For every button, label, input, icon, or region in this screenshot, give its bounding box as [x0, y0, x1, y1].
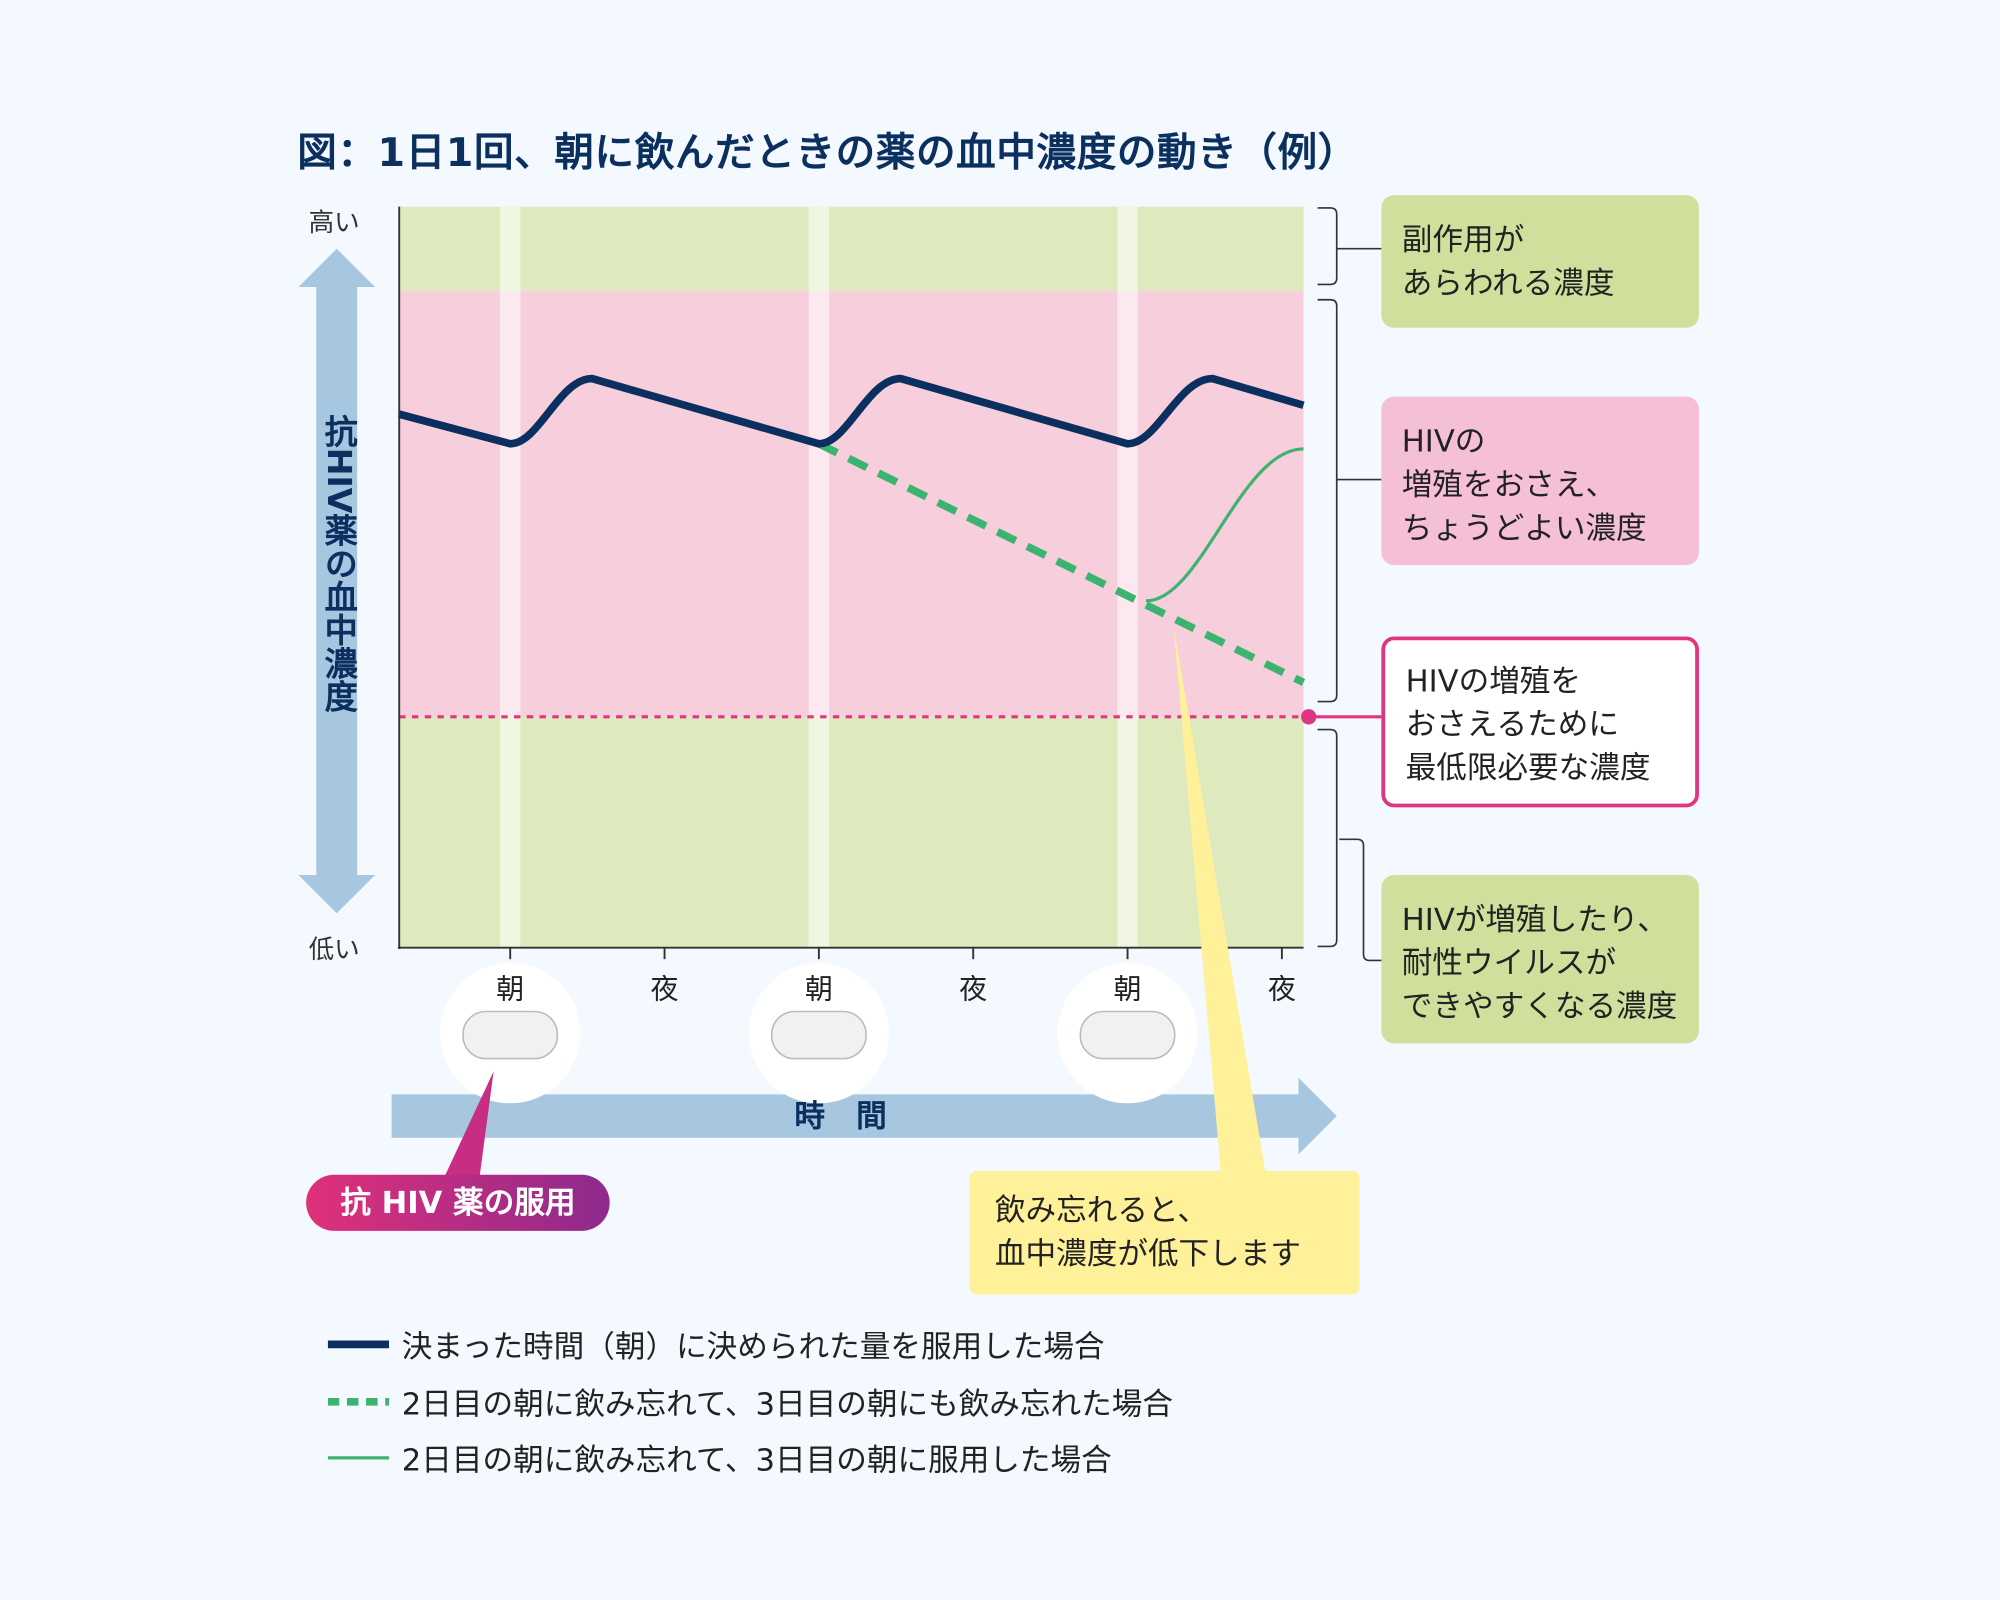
x-tick-label: 夜: [959, 974, 988, 1007]
minimum-zone-label: HIVの増殖を おさえるために 最低限必要な濃度: [1381, 636, 1699, 808]
dose-time-stripe: [1117, 206, 1138, 948]
pill-icon: [748, 963, 890, 1104]
dose-time-stripe: [499, 206, 521, 948]
dose-time-stripe: [808, 206, 830, 948]
x-axis-label: 時 間: [794, 1098, 897, 1134]
missed-dose-callout: 飲み忘れると、 血中濃度が低下します: [969, 1170, 1360, 1295]
x-tick-label: 夜: [1267, 974, 1296, 1007]
low-zone: [399, 716, 1304, 948]
double-arrow-icon: [298, 248, 375, 914]
x-tick-label: 夜: [650, 974, 679, 1007]
side-effect-zone: [399, 206, 1304, 291]
x-tick-label: 朝: [1113, 974, 1142, 1007]
series-line: [398, 374, 1305, 448]
series-line: [1145, 447, 1304, 603]
y-low-label: 低い: [308, 933, 360, 965]
dose-pointer: [440, 1071, 494, 1187]
y-axis-label: 抗HIV薬の血中濃度: [318, 414, 358, 713]
pill-icon: [1057, 963, 1198, 1104]
legend-label: 2日目の朝に飲み忘れて、3日目の朝にも飲み忘れた場合: [401, 1386, 1173, 1423]
time-arrow: [391, 1077, 1337, 1155]
y-high-label: 高い: [308, 206, 360, 238]
legend-label: 決まった時間（朝）に決められた量を服用した場合: [401, 1329, 1105, 1365]
legend-item: 2日目の朝に飲み忘れて、3日目の朝に服用した場合: [327, 1435, 1112, 1480]
legend-label: 2日目の朝に飲み忘れて、3日目の朝に服用した場合: [401, 1442, 1112, 1479]
legend-item: 2日目の朝に飲み忘れて、3日目の朝にも飲み忘れた場合: [327, 1379, 1173, 1424]
x-tick-label: 朝: [496, 974, 525, 1007]
series-line: [817, 440, 1306, 686]
callout-pointer: [1173, 624, 1266, 1171]
dose-label: 抗 HIV 薬の服用: [306, 1174, 610, 1231]
pill-icon: [440, 963, 581, 1104]
legend-item: 決まった時間（朝）に決められた量を服用した場合: [327, 1321, 1105, 1366]
resistance-zone-label: HIVが増殖したり、 耐性ウイルスが できやすくなる濃度: [1381, 874, 1699, 1044]
optimal-zone: [399, 290, 1304, 717]
zone-brackets: [1317, 207, 1388, 962]
side-effect-zone-label: 副作用が あらわれる濃度: [1381, 195, 1699, 328]
chart-title: 図：1日1回、朝に飲んだときの薬の血中濃度の動き（例）: [297, 130, 1358, 177]
x-tick-label: 朝: [804, 974, 833, 1007]
optimal-zone-label: HIVの 増殖をおさえ、 ちょうどよい濃度: [1381, 396, 1699, 566]
